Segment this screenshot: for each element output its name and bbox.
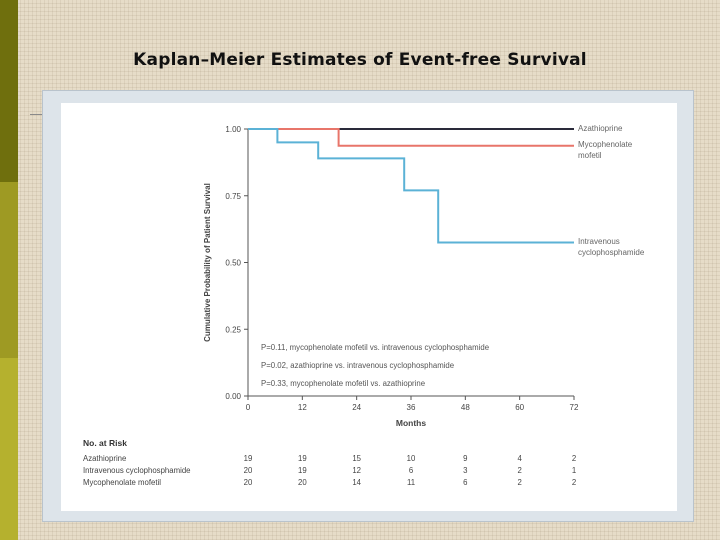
- risk-value: 1: [572, 466, 576, 475]
- label-layer: Azathioprine Mycophenolate mofetil Intraven…: [261, 124, 645, 388]
- risk-row-label: Mycophenolate mofetil: [83, 478, 161, 487]
- x-tick-label: 60: [515, 403, 524, 412]
- series-label: mofetil: [578, 151, 602, 160]
- series-line: [248, 128, 574, 147]
- risk-value: 20: [244, 478, 253, 487]
- risk-table-title: No. at Risk: [83, 438, 127, 448]
- olive-bar-top: [0, 0, 18, 182]
- y-tick-label: 0.25: [225, 325, 241, 334]
- risk-value: 2: [517, 478, 521, 487]
- axis-layer: 0.00 0.25 0.50 0.75 1.00 0 12 24 36 48 60 72 Months C…: [203, 125, 579, 428]
- risk-value: 14: [352, 478, 361, 487]
- risk-row-label: Intravenous cyclophosphamide: [83, 466, 191, 475]
- series-layer: [248, 128, 574, 244]
- risk-value: 2: [572, 454, 576, 463]
- y-tick-label: 0.50: [225, 259, 241, 268]
- slide-title: Kaplan–Meier Estimates of Event-free Sur…: [133, 50, 587, 70]
- risk-value: 15: [352, 454, 361, 463]
- risk-value: 19: [298, 466, 307, 475]
- olive-bar-bottom: [0, 358, 18, 540]
- series-label: cyclophosphamide: [578, 248, 645, 257]
- y-tick-label: 1.00: [225, 125, 241, 134]
- p-value-annotation: P=0.02, azathioprine vs. intravenous cyc…: [261, 361, 454, 370]
- figure-panel: 0.00 0.25 0.50 0.75 1.00 0 12 24 36 48 60 72 Months C…: [61, 103, 677, 511]
- risk-value: 12: [352, 466, 361, 475]
- risk-value: 19: [244, 454, 253, 463]
- accent-line: [30, 114, 44, 115]
- series-label: Intravenous: [578, 237, 620, 246]
- olive-bar-middle: [0, 182, 18, 358]
- x-tick-label: 36: [407, 403, 416, 412]
- p-value-annotation: P=0.33, mycophenolate mofetil vs. azathi…: [261, 379, 425, 388]
- series-label: Azathioprine: [578, 124, 623, 133]
- x-tick-label: 48: [461, 403, 470, 412]
- x-tick-label: 24: [352, 403, 361, 412]
- series-label: Mycophenolate: [578, 140, 633, 149]
- figure-frame: 0.00 0.25 0.50 0.75 1.00 0 12 24 36 48 60 72 Months C…: [42, 90, 694, 522]
- risk-value: 11: [407, 478, 415, 487]
- risk-value: 20: [244, 466, 253, 475]
- risk-value: 6: [463, 478, 467, 487]
- y-axis-title: Cumulative Probability of Patient Surviv…: [203, 183, 212, 342]
- p-value-annotation: P=0.11, mycophenolate mofetil vs. intrav…: [261, 343, 489, 352]
- risk-value: 10: [407, 454, 416, 463]
- risk-value: 4: [517, 454, 522, 463]
- risk-value: 2: [517, 466, 521, 475]
- risk-value: 2: [572, 478, 576, 487]
- risk-value: 3: [463, 466, 467, 475]
- x-tick-label: 0: [246, 403, 251, 412]
- risk-value: 9: [463, 454, 467, 463]
- km-chart: 0.000.250.500.751.000 12 24 36 48 60 72MonthsC…: [83, 124, 645, 487]
- series-line: [248, 128, 574, 244]
- x-tick-label: 72: [570, 403, 579, 412]
- risk-value: 20: [298, 478, 307, 487]
- x-axis-title: Months: [396, 418, 426, 428]
- y-tick-label: 0.00: [225, 392, 241, 401]
- risk-value: 19: [298, 454, 307, 463]
- risk-table: No. at Risk Azathioprine 19 19 15 10 9 4 2 Intrav…: [83, 438, 576, 487]
- risk-row-label: Azathioprine: [83, 454, 126, 463]
- y-tick-label: 0.75: [225, 192, 241, 201]
- x-tick-label: 12: [298, 403, 307, 412]
- risk-value: 6: [409, 466, 413, 475]
